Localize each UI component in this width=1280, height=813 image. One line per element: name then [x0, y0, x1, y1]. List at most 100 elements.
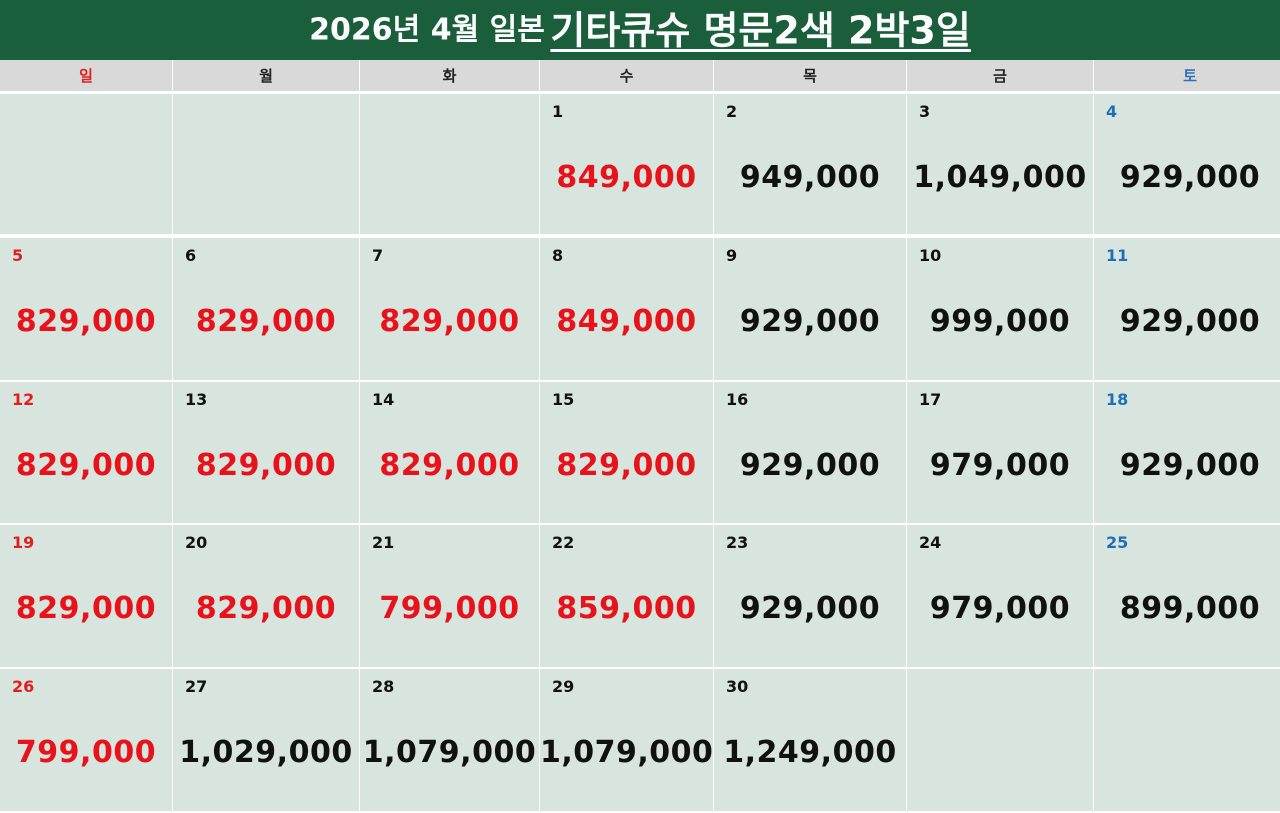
day-number: 3: [919, 102, 931, 121]
day-number: 8: [552, 245, 564, 265]
week-row: 5 829,000 6 829,000 7 829,000 8 849,000 9 929,000…: [0, 235, 1280, 382]
price-label: 849,000: [556, 303, 697, 339]
date-cell[interactable]: 28 1,079,000: [359, 668, 540, 813]
date-cell[interactable]: 18 929,000: [1093, 380, 1280, 526]
date-cell[interactable]: 13 829,000: [172, 380, 360, 526]
empty-cell: [0, 92, 173, 238]
date-cell[interactable]: 25 899,000: [1093, 524, 1280, 670]
day-number: 19: [12, 533, 35, 553]
weekday-wed: 수: [539, 60, 714, 94]
date-cell[interactable]: 1 849,000: [539, 92, 714, 238]
price-label: 899,000: [1119, 591, 1261, 627]
price-label: 999,000: [929, 303, 1071, 339]
day-number: 15: [552, 389, 575, 409]
price-label: 979,000: [929, 591, 1071, 627]
empty-cell: [1093, 668, 1280, 813]
price-label: 1,049,000: [913, 160, 1087, 195]
price-label: 829,000: [15, 303, 157, 339]
date-cell[interactable]: 14 829,000: [359, 380, 540, 526]
date-cell[interactable]: 10 999,000: [906, 235, 1094, 382]
weekday-sat: 토: [1093, 60, 1280, 94]
price-label: 929,000: [739, 303, 881, 339]
price-label: 829,000: [556, 447, 697, 483]
date-cell[interactable]: 22 859,000: [539, 524, 714, 670]
price-label: 829,000: [195, 303, 337, 339]
title-text: 2026년 4월 일본 기타큐슈 명문2색 2박3일: [309, 0, 971, 61]
date-cell[interactable]: 23 929,000: [713, 524, 907, 670]
day-number: 22: [552, 533, 575, 553]
day-number: 14: [372, 389, 395, 409]
date-cell[interactable]: 15 829,000: [539, 380, 714, 526]
day-number: 1: [552, 102, 564, 121]
price-label: 829,000: [195, 591, 337, 627]
price-label: 929,000: [1119, 160, 1261, 195]
title-highlight: 기타큐슈 명문2색 2박3일: [550, 8, 971, 53]
date-cell[interactable]: 5 829,000: [0, 235, 173, 382]
day-number: 30: [726, 677, 749, 697]
date-cell[interactable]: 29 1,079,000: [539, 668, 714, 813]
weekday-tue: 화: [359, 60, 540, 94]
price-label: 849,000: [556, 160, 697, 195]
date-cell[interactable]: 9 929,000: [713, 235, 907, 382]
day-number: 28: [372, 677, 395, 697]
day-number: 4: [1106, 102, 1118, 121]
date-cell[interactable]: 8 849,000: [539, 235, 714, 382]
empty-cell: [172, 92, 360, 238]
week-row: 19 829,000 20 829,000 21 799,000 22 859,000 23 92…: [0, 524, 1280, 670]
date-cell[interactable]: 17 979,000: [906, 380, 1094, 526]
price-label: 829,000: [379, 303, 520, 339]
empty-cell: [906, 668, 1094, 813]
price-label: 859,000: [556, 591, 697, 627]
date-cell[interactable]: 20 829,000: [172, 524, 360, 670]
day-number: 13: [185, 389, 208, 409]
date-cell[interactable]: 30 1,249,000: [713, 668, 907, 813]
week-row: 1 849,000 2 949,000 3 1,049,000 4 929,000: [0, 92, 1280, 238]
price-label: 829,000: [15, 591, 157, 627]
price-label: 829,000: [15, 447, 157, 483]
day-number: 11: [1106, 245, 1129, 265]
price-calendar: 일 월 화 수 목 금 토 1 849,000 2 949,000 3 1,049,000…: [0, 60, 1280, 813]
price-label: 929,000: [1119, 447, 1261, 483]
day-number: 10: [919, 245, 942, 265]
day-number: 17: [919, 389, 942, 409]
day-number: 23: [726, 533, 749, 553]
price-label: 1,079,000: [362, 735, 537, 771]
day-number: 24: [919, 533, 942, 553]
week-row: 12 829,000 13 829,000 14 829,000 15 829,000 16 92…: [0, 380, 1280, 526]
date-cell[interactable]: 7 829,000: [359, 235, 540, 382]
date-cell[interactable]: 27 1,029,000: [172, 668, 360, 813]
day-number: 20: [185, 533, 208, 553]
date-cell[interactable]: 26 799,000: [0, 668, 173, 813]
price-label: 1,029,000: [179, 735, 353, 771]
date-cell[interactable]: 2 949,000: [713, 92, 907, 238]
title-banner: 2026년 4월 일본 기타큐슈 명문2색 2박3일: [0, 0, 1280, 60]
date-cell[interactable]: 3 1,049,000: [906, 92, 1094, 238]
date-cell[interactable]: 16 929,000: [713, 380, 907, 526]
day-number: 7: [372, 245, 384, 265]
date-cell[interactable]: 24 979,000: [906, 524, 1094, 670]
date-cell[interactable]: 19 829,000: [0, 524, 173, 670]
weekday-header-row: 일 월 화 수 목 금 토: [0, 60, 1280, 94]
date-cell[interactable]: 12 829,000: [0, 380, 173, 526]
date-cell[interactable]: 21 799,000: [359, 524, 540, 670]
price-label: 949,000: [739, 160, 881, 195]
day-number: 16: [726, 389, 749, 409]
weekday-fri: 금: [906, 60, 1094, 94]
day-number: 12: [12, 389, 35, 409]
price-label: 979,000: [929, 447, 1071, 483]
week-row: 26 799,000 27 1,029,000 28 1,079,000 29 1,079,0…: [0, 668, 1280, 813]
weekday-thu: 목: [713, 60, 907, 94]
price-label: 929,000: [1119, 303, 1261, 339]
price-label: 1,249,000: [723, 735, 897, 771]
date-cell[interactable]: 4 929,000: [1093, 92, 1280, 238]
price-label: 929,000: [739, 447, 881, 483]
price-label: 1,079,000: [540, 735, 714, 771]
day-number: 25: [1106, 533, 1129, 553]
date-cell[interactable]: 11 929,000: [1093, 235, 1280, 382]
day-number: 2: [726, 102, 738, 121]
weekday-mon: 월: [172, 60, 360, 94]
price-label: 829,000: [379, 447, 520, 483]
date-cell[interactable]: 6 829,000: [172, 235, 360, 382]
price-label: 799,000: [379, 591, 520, 627]
day-number: 9: [726, 245, 738, 265]
